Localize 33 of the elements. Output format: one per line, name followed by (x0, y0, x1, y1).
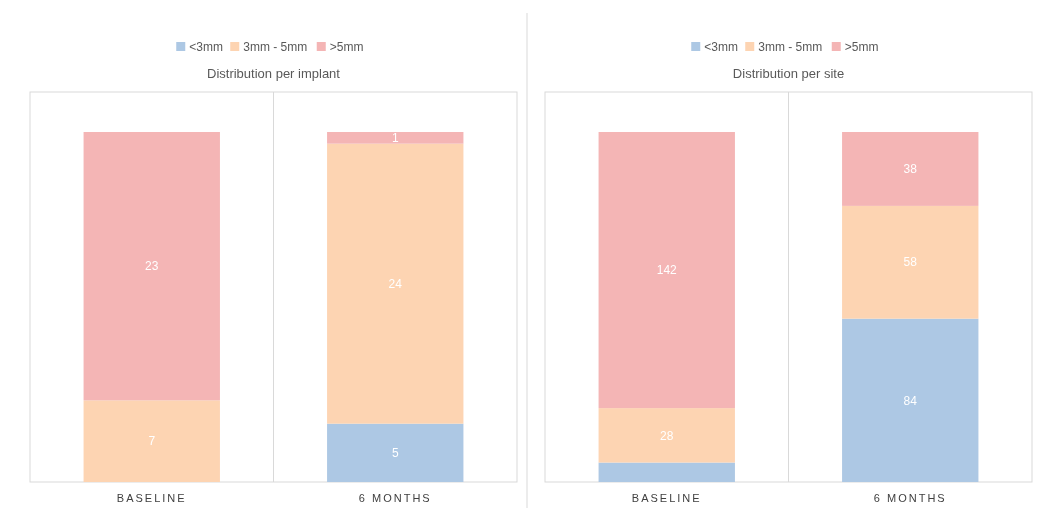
legend-label: 3mm - 5mm (243, 40, 308, 55)
data-label: 28 (660, 428, 674, 443)
bar (842, 205, 979, 319)
x-tick-label: BASELINE (631, 492, 702, 504)
x-tick-label: 6 MONTHS (358, 492, 432, 504)
legend-label: 3mm - 5mm (758, 40, 823, 55)
data-label: 38 (903, 162, 918, 177)
bar (598, 462, 735, 482)
data-label: 142 (656, 263, 678, 278)
legend-label: <3mm (189, 40, 223, 55)
chart-title: Distribution per implant (207, 66, 341, 81)
data-label: 84 (903, 393, 918, 408)
data-label: 58 (903, 255, 918, 270)
data-label: 24 (388, 276, 403, 291)
chart-title: Distribution per site (732, 66, 845, 81)
bar (327, 143, 464, 424)
bar (327, 423, 464, 482)
legend-label: <3mm (704, 40, 738, 55)
legend-label: >5mm (329, 40, 364, 55)
bar (842, 132, 979, 206)
legend-label: >5mm (844, 40, 879, 55)
data-label: 1 (391, 131, 399, 146)
bar (83, 132, 220, 401)
data-label: 7 (148, 434, 156, 449)
bar (83, 400, 220, 482)
x-tick-label: 6 MONTHS (873, 492, 947, 504)
data-label: 5 (391, 446, 399, 461)
x-tick-label: BASELINE (116, 492, 187, 504)
bar (598, 408, 735, 463)
data-label: 23 (145, 259, 159, 274)
bar (842, 318, 979, 482)
bar (327, 132, 464, 144)
bar (598, 132, 735, 409)
